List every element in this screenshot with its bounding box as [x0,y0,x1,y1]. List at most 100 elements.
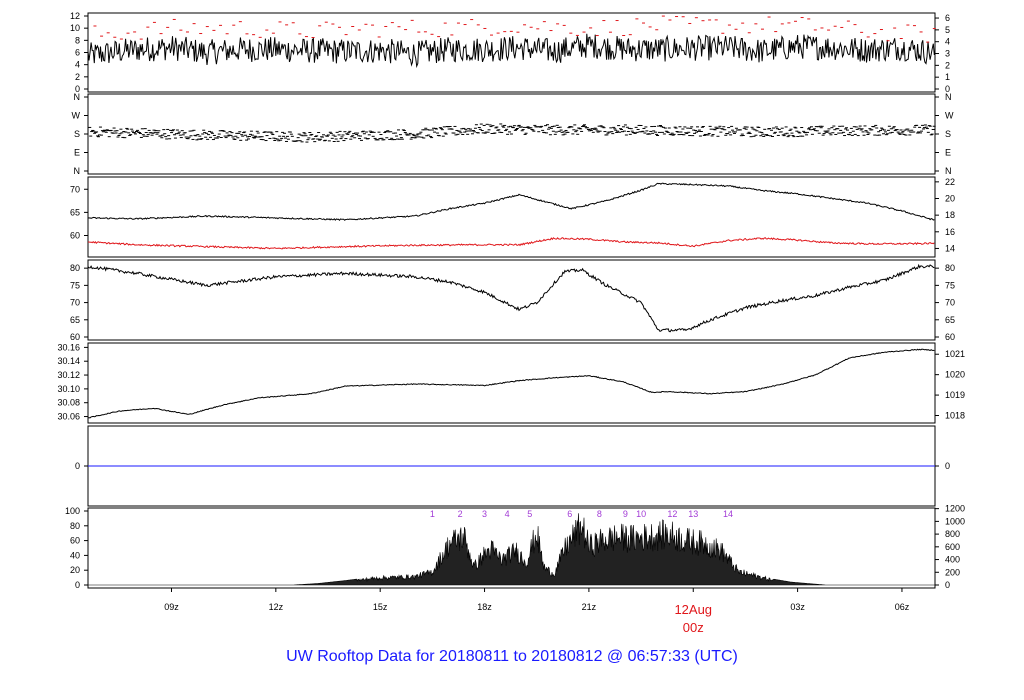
radiation-marker-label: 14 [723,509,733,519]
left-tick-label: 6 [75,48,80,58]
right-tick-label: 0 [945,461,950,471]
dewpoint-series [88,237,935,250]
x-tick-label: 09z [164,602,179,612]
left-tick-label: 2 [75,72,80,82]
right-tick-label: N [945,92,952,102]
rh-series [87,263,935,333]
right-tick-label: 18 [945,210,955,220]
slp-series [87,348,935,419]
left-tick-label: 0 [75,84,80,94]
right-tick-label: W [945,111,954,121]
left-tick-label: 30.06 [57,412,80,422]
left-tick-label: 4 [75,60,80,70]
radiation-marker-label: 12 [667,509,677,519]
right-tick-label: 60 [945,332,955,342]
right-tick-label: 1200 [945,504,965,514]
right-tick-label: 6 [945,13,950,23]
radiation-marker-label: 9 [623,509,628,519]
left-tick-label: 80 [70,521,80,531]
right-tick-label: 75 [945,280,955,290]
radiation-marker-label: 10 [636,509,646,519]
right-tick-label: 1000 [945,516,965,526]
right-tick-label: 70 [945,298,955,308]
radiation-marker-label: 1 [430,509,435,519]
right-tick-label: 1 [945,72,950,82]
left-tick-label: 10 [70,23,80,33]
radiation-marker-label: 2 [458,509,463,519]
right-tick-label: 0 [945,580,950,590]
right-tick-label: 400 [945,555,960,565]
panel-frame-slp [87,342,936,424]
radiation-marker-label: 4 [505,509,510,519]
panel-frame-rh [87,259,936,341]
left-tick-label: 0 [75,580,80,590]
x-tick-label: 21z [582,602,597,612]
right-tick-label: 14 [945,243,955,253]
right-tick-label: 4 [945,37,950,47]
left-tick-label: 30.10 [57,384,80,394]
right-tick-label: 600 [945,542,960,552]
left-tick-label: 8 [75,35,80,45]
left-tick-label: 30.16 [57,342,80,352]
left-tick-label: 70 [70,298,80,308]
left-tick-label: 0 [75,461,80,471]
left-tick-label: E [74,148,80,158]
left-tick-label: W [72,111,81,121]
left-tick-label: 100 [65,506,80,516]
right-tick-label: 20 [945,194,955,204]
right-tick-label: N [945,166,952,176]
day-marker-sublabel: 00z [683,620,704,635]
day-marker-label: 12Aug [674,602,712,617]
right-tick-label: 2 [945,60,950,70]
right-tick-label: 1020 [945,370,965,380]
right-tick-label: 16 [945,227,955,237]
right-tick-label: 80 [945,263,955,273]
air-temperature-series [87,182,935,222]
left-tick-label: 80 [70,263,80,273]
left-tick-label: S [74,129,80,139]
right-tick-label: 3 [945,49,950,59]
x-tick-label: 18z [477,602,492,612]
radiation-marker-label: 3 [482,509,487,519]
left-tick-label: 12 [70,11,80,21]
right-tick-label: 200 [945,567,960,577]
x-tick-label: 12z [269,602,284,612]
left-tick-label: 30.14 [57,356,80,366]
left-tick-label: 65 [70,315,80,325]
right-tick-label: 65 [945,315,955,325]
page-title: UW Rooftop Data for 20180811 to 20180812… [286,648,738,665]
left-tick-label: 65 [70,207,80,217]
right-tick-label: E [945,148,951,158]
left-tick-label: 30.12 [57,370,80,380]
panel-frame-temp [87,176,936,258]
radiation-marker-label: 6 [567,509,572,519]
wind-speed-series [87,33,935,69]
right-tick-label: 22 [945,177,955,187]
left-tick-label: 20 [70,565,80,575]
right-tick-label: 0 [945,84,950,94]
left-tick-label: 30.08 [57,398,80,408]
right-tick-label: 800 [945,529,960,539]
radiation-marker-label: 8 [597,509,602,519]
left-tick-label: 40 [70,550,80,560]
radiation-marker-label: 13 [688,509,698,519]
right-tick-label: S [945,129,951,139]
right-tick-label: 1018 [945,410,965,420]
left-tick-label: 60 [70,536,80,546]
right-tick-label: 1021 [945,349,965,359]
right-tick-label: 1019 [945,390,965,400]
radiation-area [88,513,935,586]
x-tick-label: 15z [373,602,388,612]
left-tick-label: 60 [70,231,80,241]
left-tick-label: N [74,166,81,176]
panel-frame-rad [87,507,936,589]
left-tick-label: 70 [70,184,80,194]
left-tick-label: 60 [70,332,80,342]
left-tick-label: 75 [70,280,80,290]
x-tick-label: 03z [790,602,805,612]
x-tick-label: 06z [895,602,910,612]
left-tick-label: N [74,92,81,102]
radiation-marker-label: 5 [527,509,532,519]
right-tick-label: 5 [945,25,950,35]
